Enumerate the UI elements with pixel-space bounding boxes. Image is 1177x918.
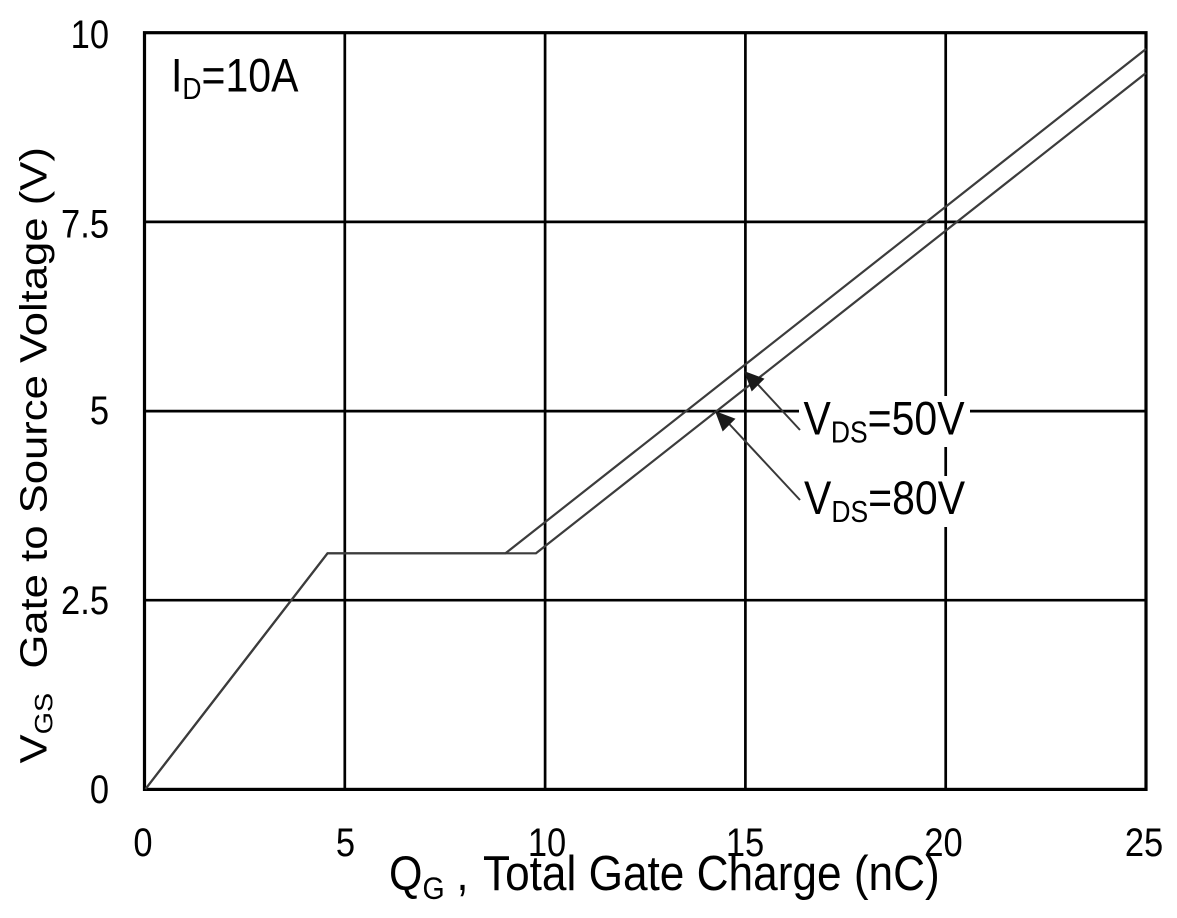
- svg-text:5: 5: [336, 820, 355, 865]
- svg-text:20: 20: [924, 820, 962, 865]
- svg-text:QG ,: QG ,: [389, 847, 469, 907]
- svg-text:25: 25: [1125, 820, 1163, 865]
- svg-text:7.5: 7.5: [61, 201, 109, 246]
- svg-text:5: 5: [90, 388, 109, 433]
- svg-text:10: 10: [528, 820, 566, 865]
- svg-text:Total Gate Charge (nC): Total Gate Charge (nC): [483, 846, 940, 901]
- svg-text:15: 15: [726, 820, 764, 865]
- svg-text:VDS=50V: VDS=50V: [804, 393, 966, 450]
- svg-text:10: 10: [71, 12, 109, 57]
- svg-text:VGS Gate to Source Voltage (V: VGS Gate to Source Voltage (V): [12, 147, 58, 763]
- svg-text:0: 0: [90, 767, 109, 812]
- svg-text:2.5: 2.5: [61, 578, 109, 623]
- svg-text:VDS=80V: VDS=80V: [804, 472, 966, 529]
- svg-text:0: 0: [133, 820, 152, 865]
